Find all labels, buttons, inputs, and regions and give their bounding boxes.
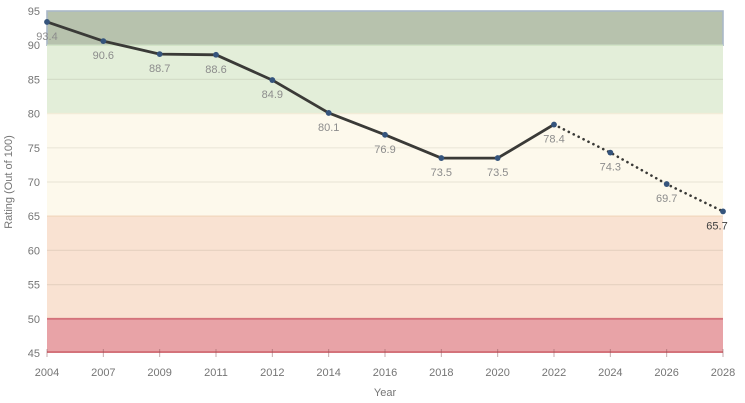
data-point[interactable] bbox=[494, 155, 501, 161]
x-axis-tick-label: 2020 bbox=[485, 367, 509, 379]
data-point-label: 73.5 bbox=[431, 167, 452, 179]
data-point-label: 73.5 bbox=[487, 167, 508, 179]
trend-line-projected bbox=[552, 123, 725, 213]
data-point-label: 88.7 bbox=[149, 63, 170, 75]
x-axis-tick-label: 2018 bbox=[429, 367, 453, 379]
trend-line-actual bbox=[45, 20, 556, 160]
x-axis-tick-label: 2022 bbox=[542, 367, 566, 379]
x-axis-tick-label: 2011 bbox=[204, 367, 228, 379]
data-point-label: 84.9 bbox=[262, 89, 283, 101]
x-axis-tick-label: 2026 bbox=[654, 367, 678, 379]
y-axis-tick-label: 55 bbox=[28, 280, 40, 292]
y-axis-tick-label: 65 bbox=[28, 211, 40, 223]
y-axis-tick-label: 95 bbox=[28, 6, 40, 18]
data-point-label: 69.7 bbox=[656, 193, 677, 205]
y-axis-tick-label: 45 bbox=[28, 348, 40, 360]
data-point[interactable] bbox=[269, 77, 276, 83]
data-point-label: 88.6 bbox=[205, 64, 226, 76]
rating-band bbox=[47, 318, 723, 353]
y-axis-tick-label: 80 bbox=[28, 109, 40, 121]
x-axis-tick-label: 2012 bbox=[260, 367, 284, 379]
x-axis-tick-label: 2016 bbox=[373, 367, 397, 379]
data-point-label: 78.4 bbox=[543, 134, 564, 146]
x-axis-tick-label: 2024 bbox=[598, 367, 622, 379]
data-point-label: 80.1 bbox=[318, 122, 339, 134]
x-axis-tick-label: 2007 bbox=[91, 367, 115, 379]
y-axis-tick-label: 50 bbox=[28, 314, 40, 326]
data-point[interactable] bbox=[551, 121, 557, 128]
data-point[interactable] bbox=[438, 155, 445, 161]
data-point-label: 76.9 bbox=[374, 144, 395, 156]
data-point[interactable] bbox=[663, 181, 670, 187]
y-axis-tick-label: 60 bbox=[28, 245, 40, 257]
rating-band bbox=[47, 216, 723, 319]
data-point[interactable] bbox=[100, 38, 107, 44]
x-axis-tick-label: 2004 bbox=[35, 367, 59, 379]
data-labels: 93.4 90.6 88.7 88.6 84.9 80.1 76.9 73.5 73.5 78.4… bbox=[36, 31, 727, 232]
y-axis-tick-label: 85 bbox=[28, 74, 40, 86]
x-axis-tick-label: 2028 bbox=[711, 367, 735, 379]
x-axis-title: Year bbox=[374, 387, 397, 399]
y-axis-tick-label: 70 bbox=[28, 177, 40, 189]
data-point-label: 93.4 bbox=[36, 31, 57, 43]
rating-band bbox=[47, 11, 723, 46]
data-point[interactable] bbox=[213, 51, 219, 58]
data-point[interactable] bbox=[325, 110, 332, 116]
data-point[interactable] bbox=[720, 208, 726, 215]
y-axis-tick-label: 90 bbox=[28, 40, 40, 52]
rating-band bbox=[47, 113, 723, 217]
trend-series bbox=[44, 19, 726, 215]
data-point[interactable] bbox=[156, 51, 163, 57]
axes: 45 50 55 60 65 70 75 80 85 90 95 2004 2007 2009 2011 20… bbox=[28, 6, 735, 379]
x-axis-tick-label: 2009 bbox=[147, 367, 171, 379]
data-point-label: 74.3 bbox=[600, 162, 621, 174]
data-point[interactable] bbox=[382, 131, 388, 138]
data-point-label: 65.7 bbox=[706, 220, 727, 232]
data-point-label: 90.6 bbox=[93, 50, 114, 62]
data-point[interactable] bbox=[607, 149, 614, 156]
gridlines bbox=[47, 78, 723, 286]
x-axis-tick-label: 2014 bbox=[316, 367, 340, 379]
background-bands bbox=[46, 10, 724, 353]
y-axis-tick-label: 75 bbox=[28, 143, 40, 155]
data-point[interactable] bbox=[44, 19, 50, 25]
y-axis-title: Rating (Out of 100) bbox=[3, 135, 15, 229]
